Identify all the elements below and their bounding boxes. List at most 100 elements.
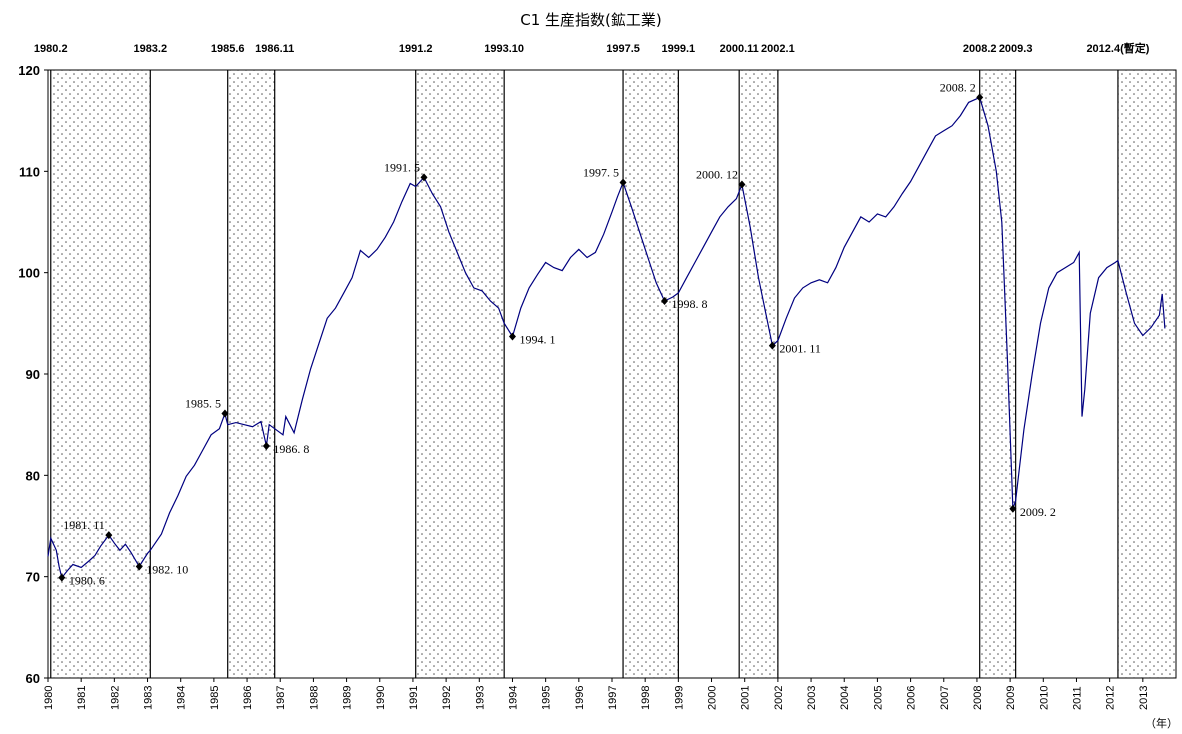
x-tick-label: 2013 [1138, 686, 1150, 710]
turning-point-marker [976, 93, 984, 102]
turning-point-trough: 2001. 11 [768, 341, 821, 356]
recession-band-6 [1117, 70, 1176, 678]
x-tick-label: 1985 [209, 686, 221, 710]
x-tick-label: 1993 [474, 686, 486, 710]
turning-point-label: 2009. 2 [1020, 505, 1056, 519]
x-unit-label: （年） [1145, 716, 1178, 730]
turning-point-trough: 1980. 6 [58, 573, 105, 588]
x-tick-label: 1988 [308, 686, 320, 710]
turning-point-label: 1981. 11 [63, 518, 105, 532]
turning-point-label: 2001. 11 [779, 342, 821, 356]
turning-point-marker [262, 441, 270, 450]
turning-point-label: 1985. 5 [185, 397, 221, 411]
phase-labels: 1980.2 1983.2 1985.6 1986.11 1991.2 1993.10 19… [34, 41, 1150, 55]
turning-point-label: 1991. 5 [384, 160, 420, 174]
y-tick-label: 60 [26, 671, 40, 686]
phase-label: 2008.2 [963, 43, 997, 55]
x-tick-label: 2003 [806, 686, 818, 710]
y-tick-label: 110 [19, 164, 40, 179]
recession-band-5 [979, 70, 1016, 678]
x-tick-label: 2000 [707, 686, 719, 710]
phase-label: 1997.5 [606, 43, 640, 55]
y-tick-label: 80 [26, 468, 40, 483]
turning-point-peak: 2000. 12 [696, 168, 746, 189]
x-tick-label: 1990 [375, 686, 387, 710]
x-tick-label: 1995 [541, 686, 553, 710]
phase-label: 1991.2 [399, 43, 433, 55]
x-tick-label: 1991 [408, 686, 420, 710]
turning-point-label: 1998. 8 [672, 297, 708, 311]
x-tick-label: 2006 [906, 686, 918, 710]
x-tick-label: 2011 [1071, 686, 1083, 710]
recession-band-2 [415, 70, 505, 678]
phase-label: 2000.11 [720, 43, 759, 55]
x-tick-label: 2012 [1105, 686, 1117, 710]
turning-point-marker [768, 341, 776, 350]
x-tick-label: 2009 [1005, 686, 1017, 710]
recession-boundaries [50, 70, 1119, 678]
y-axis-ticks: 60 70 80 90 100 110 120 [18, 63, 48, 686]
y-tick-label: 70 [26, 570, 40, 585]
turning-point-trough: 1986. 8 [262, 441, 309, 456]
turning-point-trough: 1982. 10 [135, 562, 188, 577]
recession-band-3 [623, 70, 679, 678]
turning-point-label: 1986. 8 [273, 442, 309, 456]
y-tick-label: 100 [18, 266, 40, 281]
turning-points: 1980. 6 1981. 11 1982. 10 1985. 5 1986. 8 199… [58, 80, 1056, 588]
turning-point-peak: 1997. 5 [583, 165, 627, 187]
x-tick-label: 1999 [673, 686, 685, 710]
x-tick-label: 2010 [1038, 686, 1050, 710]
recession-band-4 [739, 70, 778, 678]
x-tick-label: 1989 [342, 686, 354, 710]
x-tick-label: 1982 [109, 686, 121, 710]
x-tick-label: 1996 [574, 686, 586, 710]
x-tick-label: 2002 [773, 686, 785, 710]
phase-label: 2012.4(暫定) [1086, 41, 1149, 55]
x-tick-label: 2001 [740, 686, 752, 710]
turning-point-peak: 1985. 5 [185, 397, 229, 418]
turning-point-trough: 1994. 1 [508, 332, 555, 347]
recession-band-1 [227, 70, 275, 678]
turning-point-label: 2008. 2 [940, 80, 976, 94]
x-tick-label: 1984 [176, 686, 188, 710]
recession-shading [50, 70, 1176, 678]
turning-point-label: 1980. 6 [69, 574, 105, 588]
x-tick-label: 1980 [43, 686, 55, 710]
turning-point-marker [58, 573, 66, 582]
x-tick-label: 1997 [607, 686, 619, 710]
turning-point-peak: 1981. 11 [63, 518, 113, 540]
x-tick-label: 2004 [839, 686, 851, 710]
phase-label: 1999.1 [662, 43, 696, 55]
phase-label: 2002.1 [761, 43, 795, 55]
turning-point-marker [1009, 504, 1017, 513]
turning-point-marker [221, 409, 229, 418]
x-tick-label: 1986 [242, 686, 254, 710]
turning-point-marker [105, 531, 113, 540]
x-tick-label: 1992 [441, 686, 453, 710]
turning-point-marker [661, 297, 669, 306]
recession-band-0 [50, 70, 151, 678]
phase-label: 1993.10 [484, 43, 524, 55]
x-tick-label: 2008 [972, 686, 984, 710]
turning-point-label: 1997. 5 [583, 165, 619, 179]
turning-point-label: 2000. 12 [696, 168, 738, 182]
x-axis-ticks: 1980 1981 1982 1983 1984 1985 1986 1987 1988 1989… [43, 678, 1150, 710]
x-tick-label: 2005 [872, 686, 884, 710]
turning-point-marker [508, 332, 516, 341]
x-tick-label: 2007 [939, 686, 951, 710]
turning-point-peak: 2008. 2 [940, 80, 984, 102]
turning-point-marker [619, 178, 627, 187]
turning-point-marker [738, 180, 746, 189]
turning-point-trough: 2009. 2 [1009, 505, 1056, 519]
x-tick-label: 1998 [640, 686, 652, 710]
phase-label: 1985.6 [211, 43, 245, 55]
phase-label: 2009.3 [999, 43, 1033, 55]
x-tick-label: 1983 [143, 686, 155, 710]
x-tick-label: 1981 [76, 686, 88, 710]
y-tick-label: 120 [18, 63, 40, 78]
turning-point-peak: 1991. 5 [384, 160, 428, 182]
turning-point-marker [420, 173, 428, 182]
turning-point-label: 1982. 10 [146, 563, 188, 577]
phase-label: 1980.2 [34, 43, 68, 55]
